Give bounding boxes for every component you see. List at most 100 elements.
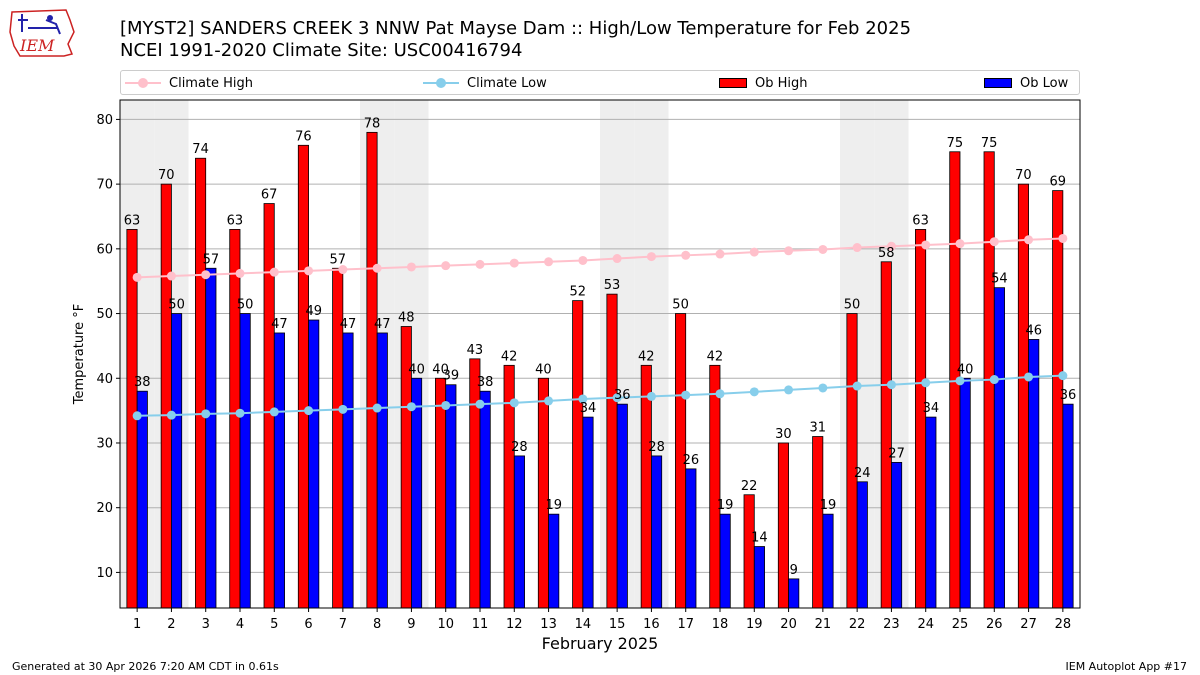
climate-low-point: [646, 391, 656, 401]
climate-high-point: [338, 265, 348, 275]
climate-low-point: [201, 409, 211, 419]
x-tick-label: 11: [472, 617, 489, 632]
climate-high-point: [852, 243, 862, 253]
ob-high-value-label: 75: [981, 136, 998, 151]
y-tick-label: 10: [96, 566, 113, 581]
climate-high-point: [612, 254, 622, 264]
chart-title: [MYST2] SANDERS CREEK 3 NNW Pat Mayse Da…: [120, 18, 911, 62]
ob-low-value-label: 46: [1025, 323, 1042, 338]
x-tick-label: 24: [917, 617, 934, 632]
x-tick-label: 7: [339, 617, 347, 632]
climate-low-line: [137, 374, 1063, 417]
ob-high-bar: [880, 261, 892, 609]
climate-low-point: [304, 406, 314, 416]
ob-high-value-label: 31: [809, 421, 826, 436]
ob-high-value-label: 42: [638, 349, 655, 364]
climate-high-point: [269, 267, 279, 277]
climate-low-point: [784, 385, 794, 395]
climate-high-point: [886, 241, 896, 251]
ob-low-bar: [239, 313, 251, 609]
ob-low-value-label: 19: [545, 498, 562, 513]
ob-low-value-label: 34: [923, 401, 940, 416]
ob-low-value-label: 28: [648, 440, 665, 455]
ob-low-value-label: 54: [991, 272, 1008, 287]
ob-low-bar: [822, 513, 834, 609]
climate-low-point: [818, 383, 828, 393]
plot-frame: [119, 99, 1081, 609]
ob-low-bar: [856, 481, 868, 609]
x-tick-label: 14: [575, 617, 592, 632]
ob-low-value-label: 9: [790, 563, 798, 578]
climate-low-line-swatch: [423, 74, 459, 92]
ob-high-bar: [606, 293, 618, 609]
ob-high-value-label: 78: [364, 116, 381, 131]
climate-high-point: [544, 257, 554, 267]
ob-low-bar: [685, 468, 697, 609]
ob-high-value-label: 63: [124, 213, 141, 228]
climate-high-point: [372, 263, 382, 273]
climate-high-point: [1024, 235, 1034, 245]
ob-low-value-label: 50: [237, 298, 254, 313]
ob-high-bar: [777, 442, 789, 609]
ob-high-value-label: 53: [604, 278, 621, 293]
ob-low-bar: [719, 513, 731, 609]
y-tick-label: 50: [96, 307, 113, 322]
climate-high-point: [646, 252, 656, 262]
climate-high-point: [304, 266, 314, 276]
climate-low-point: [749, 387, 759, 397]
ob-high-value-label: 57: [329, 252, 346, 267]
chart-legend: Climate High Climate Low Ob High Ob Low: [120, 70, 1080, 95]
climate-high-point: [166, 271, 176, 281]
y-tick-label: 80: [96, 113, 113, 128]
climate-high-point: [1058, 233, 1068, 243]
ob-low-value-label: 36: [614, 388, 631, 403]
ob-high-value-label: 69: [1049, 175, 1066, 190]
x-tick-label: 28: [1055, 617, 1072, 632]
ob-low-bar: [548, 513, 560, 609]
ob-low-bar: [616, 403, 628, 609]
ob-low-value-label: 24: [854, 466, 871, 481]
x-tick-label: 10: [437, 617, 454, 632]
climate-high-point: [201, 270, 211, 280]
climate-low-point: [338, 404, 348, 414]
ob-low-bar: [136, 390, 148, 609]
ob-low-bar: [205, 267, 217, 609]
title-line-2: NCEI 1991-2020 Climate Site: USC00416794: [120, 40, 523, 61]
ob-low-value-label: 38: [134, 375, 151, 390]
x-tick-label: 20: [780, 617, 797, 632]
ob-high-value-label: 42: [501, 349, 518, 364]
ob-low-bar: [376, 332, 388, 609]
ob-high-bar: [297, 144, 309, 609]
footer-app-id: IEM Autoplot App #17: [1065, 660, 1188, 673]
ob-high-value-label: 40: [535, 362, 552, 377]
ob-low-bar: [445, 384, 457, 609]
ob-high-value-label: 70: [158, 168, 175, 183]
legend-label-ob-high: Ob High: [755, 75, 808, 91]
ob-low-bar: [273, 332, 285, 609]
ob-high-bar: [640, 364, 652, 609]
climate-low-point: [921, 378, 931, 388]
ob-low-bar: [651, 455, 663, 609]
ob-high-bar: [435, 377, 447, 609]
ob-low-value-label: 14: [751, 531, 768, 546]
ob-low-bar: [959, 377, 971, 609]
ob-high-value-label: 76: [295, 129, 312, 144]
ob-low-value-label: 47: [374, 317, 391, 332]
ob-high-value-label: 22: [741, 479, 758, 494]
ob-high-bar: [537, 377, 549, 609]
climate-high-point: [509, 258, 519, 268]
climate-low-point: [406, 402, 416, 412]
ob-low-value-label: 57: [203, 252, 220, 267]
ob-high-bar: [160, 183, 172, 609]
ob-low-bar: [411, 377, 423, 609]
ob-high-bar: [915, 229, 927, 609]
title-line-1: [MYST2] SANDERS CREEK 3 NNW Pat Mayse Da…: [120, 18, 912, 39]
x-tick-label: 18: [712, 617, 729, 632]
climate-high-point: [681, 250, 691, 260]
x-tick-label: 6: [304, 617, 312, 632]
ob-high-value-label: 50: [844, 298, 861, 313]
ob-low-bar: [479, 390, 491, 609]
ob-low-value-label: 34: [580, 401, 597, 416]
climate-low-point: [578, 394, 588, 404]
climate-high-point: [578, 255, 588, 265]
